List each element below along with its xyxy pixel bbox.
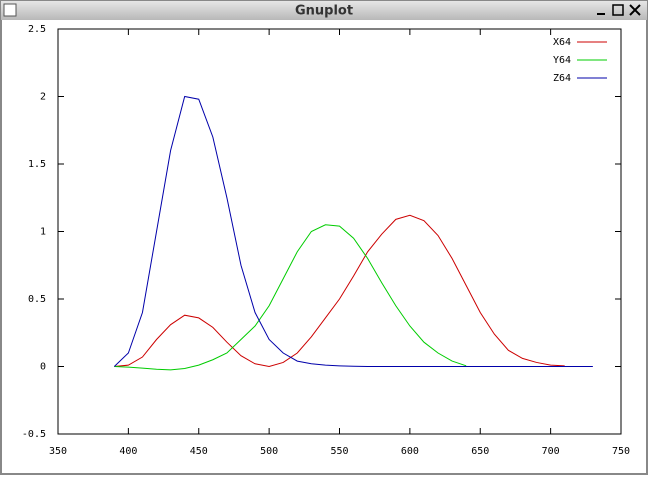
maximize-button[interactable] — [612, 4, 624, 16]
y-tick-label: 1 — [40, 227, 46, 238]
y-tick-label: 2 — [40, 92, 46, 103]
y-tick-label: 2.5 — [28, 24, 46, 35]
close-button[interactable] — [629, 4, 641, 16]
x-tick-label: 750 — [612, 446, 630, 457]
plot-border — [57, 28, 622, 435]
legend-label: Y64 — [553, 55, 571, 66]
window-menu-button[interactable] — [3, 3, 17, 17]
y-tick-label: 1.5 — [28, 159, 46, 170]
x-tick-label: 600 — [401, 446, 419, 457]
x-tick-label: 650 — [471, 446, 489, 457]
x-tick-label: 700 — [542, 446, 560, 457]
x-tick-label: 350 — [49, 446, 67, 457]
legend-label: Z64 — [553, 73, 571, 84]
series-line — [113, 95, 593, 367]
plot-canvas — [2, 20, 646, 473]
legend-label: X64 — [553, 37, 571, 48]
y-tick-label: 0 — [40, 362, 46, 373]
minimize-button[interactable] — [594, 4, 608, 17]
series-line — [114, 224, 467, 371]
y-tick-label: -0.5 — [22, 429, 46, 440]
x-tick-label: 400 — [119, 446, 137, 457]
x-tick-label: 450 — [190, 446, 208, 457]
x-tick-label: 500 — [260, 446, 278, 457]
y-tick-label: 0.5 — [28, 294, 46, 305]
series-line — [114, 214, 565, 368]
title-bar — [1, 1, 647, 20]
x-tick-label: 550 — [330, 446, 348, 457]
window-title: Gnuplot — [295, 4, 353, 19]
